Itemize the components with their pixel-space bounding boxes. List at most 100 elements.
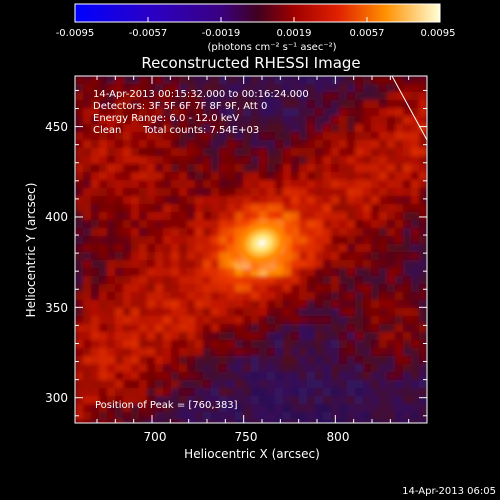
emission-cell bbox=[419, 276, 427, 285]
emission-cell bbox=[403, 148, 412, 157]
emission-cell bbox=[339, 332, 348, 341]
emission-cell bbox=[411, 220, 420, 229]
emission-cell bbox=[139, 172, 148, 181]
emission-cell bbox=[331, 396, 340, 405]
emission-cell bbox=[91, 412, 100, 421]
emission-cell bbox=[115, 76, 124, 85]
emission-cell bbox=[411, 212, 420, 221]
emission-cell bbox=[355, 212, 364, 221]
emission-cell bbox=[187, 284, 196, 293]
emission-cell bbox=[403, 196, 412, 205]
emission-cell bbox=[339, 372, 348, 381]
emission-cell bbox=[419, 100, 427, 109]
emission-cell bbox=[371, 380, 380, 389]
emission-cell bbox=[139, 100, 148, 109]
emission-cell bbox=[99, 332, 108, 341]
emission-cell bbox=[131, 140, 140, 149]
emission-cell bbox=[203, 84, 212, 93]
emission-cell bbox=[355, 244, 364, 253]
emission-cell bbox=[299, 228, 308, 237]
emission-cell bbox=[259, 364, 268, 373]
emission-cell bbox=[411, 108, 420, 117]
emission-cell bbox=[371, 356, 380, 365]
emission-cell bbox=[307, 132, 316, 141]
emission-cell bbox=[195, 204, 204, 213]
emission-cell bbox=[275, 340, 284, 349]
emission-cell bbox=[235, 204, 244, 213]
emission-cell bbox=[155, 324, 164, 333]
emission-cell bbox=[419, 284, 427, 293]
emission-cell bbox=[123, 244, 132, 253]
emission-cell bbox=[339, 324, 348, 333]
emission-cell bbox=[299, 372, 308, 381]
emission-cell bbox=[203, 404, 212, 413]
emission-cell bbox=[163, 252, 172, 261]
emission-cell bbox=[291, 364, 300, 373]
emission-cell bbox=[131, 108, 140, 117]
emission-cell bbox=[403, 316, 412, 325]
emission-cell bbox=[403, 308, 412, 317]
emission-cell bbox=[83, 404, 92, 413]
emission-cell bbox=[355, 412, 364, 421]
emission-cell bbox=[323, 412, 332, 421]
emission-cell bbox=[227, 220, 236, 229]
emission-cell bbox=[299, 356, 308, 365]
emission-cell bbox=[219, 244, 228, 253]
emission-cell bbox=[131, 268, 140, 277]
emission-cell bbox=[83, 324, 92, 333]
emission-cell bbox=[171, 228, 180, 237]
emission-cell bbox=[363, 252, 372, 261]
emission-cell bbox=[147, 124, 156, 133]
emission-cell bbox=[147, 308, 156, 317]
emission-cell bbox=[211, 420, 220, 423]
emission-cell bbox=[211, 132, 220, 141]
emission-cell bbox=[267, 396, 276, 405]
emission-cell bbox=[171, 156, 180, 165]
emission-cell bbox=[99, 140, 108, 149]
emission-cell bbox=[251, 332, 260, 341]
emission-cell bbox=[371, 156, 380, 165]
emission-cell bbox=[299, 172, 308, 181]
emission-cell bbox=[275, 300, 284, 309]
emission-cell bbox=[411, 412, 420, 421]
emission-cell bbox=[219, 196, 228, 205]
emission-cell bbox=[123, 380, 132, 389]
emission-cell bbox=[147, 372, 156, 381]
emission-cell bbox=[283, 172, 292, 181]
emission-cell bbox=[411, 316, 420, 325]
emission-cell bbox=[187, 388, 196, 397]
emission-cell bbox=[75, 380, 84, 389]
emission-cell bbox=[219, 340, 228, 349]
emission-cell bbox=[307, 196, 316, 205]
colorbar-ticks bbox=[74, 17, 441, 22]
emission-cell bbox=[235, 132, 244, 141]
emission-cell bbox=[163, 204, 172, 213]
emission-cell bbox=[123, 156, 132, 165]
emission-cell bbox=[155, 164, 164, 173]
emission-cell bbox=[83, 348, 92, 357]
emission-cell bbox=[331, 132, 340, 141]
emission-cell bbox=[179, 236, 188, 245]
emission-cell bbox=[419, 372, 427, 381]
emission-cell bbox=[387, 84, 396, 93]
emission-cell bbox=[163, 92, 172, 101]
emission-cell bbox=[75, 108, 84, 117]
emission-cell bbox=[323, 308, 332, 317]
emission-cell bbox=[171, 124, 180, 133]
emission-cell bbox=[339, 276, 348, 285]
emission-cell bbox=[75, 188, 84, 197]
emission-cell bbox=[203, 324, 212, 333]
emission-cell bbox=[259, 180, 268, 189]
emission-cell bbox=[123, 276, 132, 285]
emission-cell bbox=[339, 420, 348, 423]
emission-cell bbox=[227, 316, 236, 325]
emission-cell bbox=[243, 388, 252, 397]
emission-cell bbox=[403, 420, 412, 423]
emission-cell bbox=[411, 228, 420, 237]
emission-cell bbox=[171, 100, 180, 109]
emission-cell bbox=[155, 140, 164, 149]
emission-cell bbox=[115, 140, 124, 149]
emission-cell bbox=[227, 268, 236, 277]
emission-cell bbox=[123, 124, 132, 133]
